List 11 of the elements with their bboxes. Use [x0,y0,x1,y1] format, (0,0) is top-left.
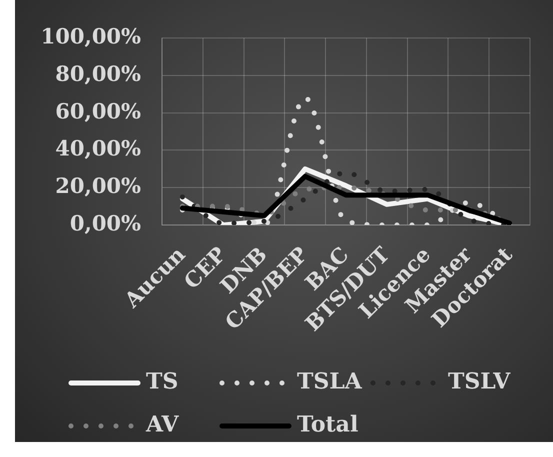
y-tick-label: 0,00% [70,210,142,236]
y-tick-label: 80,00% [55,60,142,86]
legend-label: TSLA [297,368,363,395]
y-tick-label: 60,00% [55,98,142,124]
legend-label: TS [146,368,178,395]
legend-label: TSLV [448,368,512,395]
y-tick-label: 100,00% [40,23,142,48]
legend-label: AV [145,412,180,438]
y-tick-label: 40,00% [55,136,142,161]
legend-label: Total [297,412,358,438]
y-tick-label: 20,00% [55,173,142,198]
